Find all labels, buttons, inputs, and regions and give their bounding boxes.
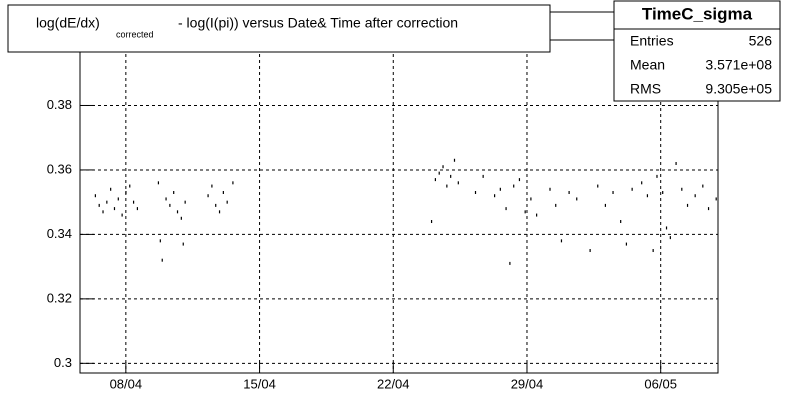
- x-tick-label: 29/04: [511, 376, 544, 391]
- point: [589, 249, 591, 253]
- point: [665, 226, 668, 230]
- point: [675, 161, 677, 165]
- point: [474, 191, 477, 194]
- point: [518, 178, 521, 182]
- point: [157, 181, 160, 185]
- point: [106, 200, 108, 204]
- point: [453, 158, 456, 162]
- y-tick-label: 0.32: [47, 290, 72, 305]
- point: [98, 203, 100, 207]
- point: [702, 184, 704, 188]
- point: [94, 194, 96, 198]
- point: [434, 178, 436, 182]
- point: [681, 187, 683, 191]
- point: [226, 200, 228, 204]
- point: [180, 216, 182, 220]
- point: [457, 181, 459, 185]
- point: [555, 203, 557, 207]
- title-box: [7, 4, 551, 53]
- point: [132, 200, 135, 204]
- point: [604, 203, 606, 207]
- stats-value: 526: [749, 33, 773, 49]
- point: [125, 191, 127, 194]
- y-tick-label: 0.3: [54, 355, 72, 370]
- x-tick-label: 08/04: [110, 376, 143, 391]
- stats-label: Mean: [630, 57, 665, 73]
- point: [505, 207, 507, 211]
- point: [169, 203, 171, 207]
- point: [450, 174, 452, 178]
- point: [625, 242, 628, 246]
- chart-title-main: log(dE/dx): [36, 15, 100, 31]
- y-tick-label: 0.36: [47, 161, 72, 176]
- point: [215, 203, 217, 207]
- point: [129, 184, 131, 188]
- point: [652, 249, 654, 253]
- point: [446, 184, 448, 188]
- stats-label: RMS: [630, 81, 661, 97]
- point: [102, 210, 104, 214]
- x-tick-label: 15/04: [243, 376, 276, 391]
- point: [524, 210, 526, 214]
- point: [110, 187, 112, 191]
- chart-title-rest: - log(I(pi)) versus Date& Time after cor…: [178, 15, 458, 31]
- stats-value: 9.305e+05: [705, 81, 772, 97]
- point: [218, 210, 221, 214]
- point: [207, 194, 209, 198]
- point: [612, 191, 614, 194]
- point: [176, 210, 179, 214]
- point: [121, 213, 123, 217]
- y-tick-label: 0.34: [47, 226, 72, 241]
- plot-frame: [79, 11, 719, 374]
- point: [620, 220, 622, 224]
- point: [549, 187, 551, 191]
- point: [568, 191, 570, 194]
- point: [536, 213, 538, 217]
- y-tick-label: 0.38: [47, 97, 72, 112]
- point: [597, 184, 599, 188]
- stats-box: [613, 0, 781, 102]
- point: [173, 191, 175, 194]
- point: [694, 194, 696, 198]
- point: [184, 200, 186, 204]
- point: [656, 174, 658, 178]
- point: [631, 187, 633, 191]
- point: [113, 207, 116, 211]
- point: [662, 191, 664, 194]
- point: [136, 207, 139, 211]
- point: [430, 220, 433, 224]
- point: [494, 194, 496, 198]
- point: [161, 258, 163, 262]
- point: [222, 191, 224, 194]
- point: [646, 194, 649, 198]
- point: [482, 174, 484, 178]
- point: [715, 197, 717, 201]
- point: [211, 184, 213, 188]
- point: [232, 181, 234, 185]
- point: [117, 197, 119, 201]
- point: [182, 242, 184, 246]
- chart-title-sub: corrected: [116, 29, 154, 39]
- point: [159, 239, 161, 243]
- point: [686, 203, 689, 207]
- point: [509, 261, 511, 265]
- stats-title: TimeC_sigma: [642, 4, 753, 23]
- point: [499, 187, 501, 191]
- point: [641, 181, 643, 185]
- point: [442, 165, 444, 169]
- stats-value: 3.571e+08: [705, 57, 772, 73]
- point: [438, 171, 440, 175]
- x-tick-label: 22/04: [377, 376, 410, 391]
- x-tick-label: 06/05: [644, 376, 677, 391]
- point: [530, 197, 532, 201]
- plot-area: [80, 12, 718, 373]
- point: [165, 197, 167, 201]
- point: [707, 207, 710, 211]
- stats-label: Entries: [630, 33, 674, 49]
- point: [576, 197, 578, 201]
- point: [560, 239, 563, 243]
- point: [513, 184, 515, 188]
- point: [669, 236, 671, 240]
